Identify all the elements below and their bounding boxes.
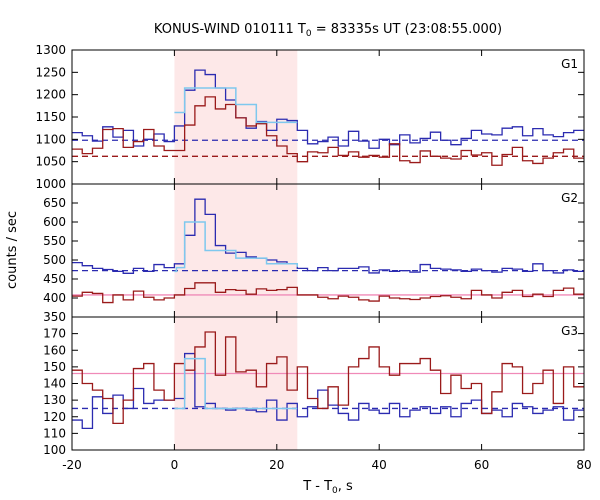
labels-layer: 1000105011001150120012501300G13504004505… [35, 43, 591, 472]
g3-ytick-label: 160 [43, 343, 66, 357]
g3-panel-label: G3 [561, 324, 578, 338]
g1-ytick-label: 1250 [35, 65, 66, 79]
g3-ytick-label: 130 [43, 393, 66, 407]
g3-series-red [72, 331, 584, 425]
g1-panel-label: G1 [561, 57, 578, 71]
x-tick-label: 80 [576, 458, 591, 472]
g1-ytick-label: 1150 [35, 110, 66, 124]
g2-panel-label: G2 [561, 191, 578, 205]
g3-ytick-label: 100 [43, 443, 66, 457]
x-axis-label-main: T - T [302, 479, 332, 494]
g3-ytick-label: 140 [43, 377, 66, 391]
g1-frame [71, 49, 585, 185]
g2-ytick-label: 350 [43, 310, 66, 324]
g2-ytick-label: 450 [43, 272, 66, 286]
x-axis-label: T - T0, s [302, 479, 353, 496]
g2-series-red [72, 282, 584, 304]
g1-series-blue [72, 69, 584, 149]
g2-ytick-label: 600 [43, 215, 66, 229]
g3-ytick-label: 120 [43, 410, 66, 424]
title-main: KONUS-WIND 010111 T [154, 22, 306, 37]
data-layer [72, 69, 584, 430]
svg-text:KONUS-WIND 010111 T0 = 83335s: KONUS-WIND 010111 T0 = 83335s UT (23:08:… [154, 22, 502, 39]
g2-series-blue [72, 198, 584, 274]
g2-ytick-label: 400 [43, 291, 66, 305]
g2-ytick-label: 650 [43, 196, 66, 210]
svg-text:T - T0, s: T - T0, s [302, 479, 353, 496]
x-axis-label-subscript: 0 [332, 486, 338, 496]
x-tick-label: 40 [372, 458, 387, 472]
g3-fit-line [174, 357, 298, 410]
x-axis-label-rest: , s [338, 479, 353, 494]
g2-fit-line [174, 221, 299, 273]
title-subscript: 0 [306, 29, 312, 39]
g3-ytick-label: 150 [43, 360, 66, 374]
g2-ytick-label: 500 [43, 253, 66, 267]
g1-fit-line [174, 87, 298, 124]
x-tick-label: 60 [474, 458, 489, 472]
y-axis-label: counts / sec [5, 211, 20, 289]
title-rest: = 83335s UT (23:08:55.000) [312, 22, 502, 37]
x-tick-label: 0 [171, 458, 179, 472]
g1-ytick-label: 1000 [35, 177, 66, 191]
g1-ytick-label: 1050 [35, 155, 66, 169]
title: KONUS-WIND 010111 T0 = 83335s UT (23:08:… [154, 22, 502, 39]
g1-ytick-label: 1200 [35, 88, 66, 102]
g3-frame [71, 316, 585, 451]
g2-ytick-label: 550 [43, 234, 66, 248]
g1-series-red [72, 96, 584, 166]
g3-ytick-label: 110 [43, 426, 66, 440]
g1-ytick-label: 1100 [35, 132, 66, 146]
x-tick-label: -20 [62, 458, 82, 472]
g1-ytick-label: 1300 [35, 43, 66, 57]
x-tick-label: 20 [269, 458, 284, 472]
axes-layer [71, 49, 585, 451]
g3-ytick-label: 170 [43, 327, 66, 341]
